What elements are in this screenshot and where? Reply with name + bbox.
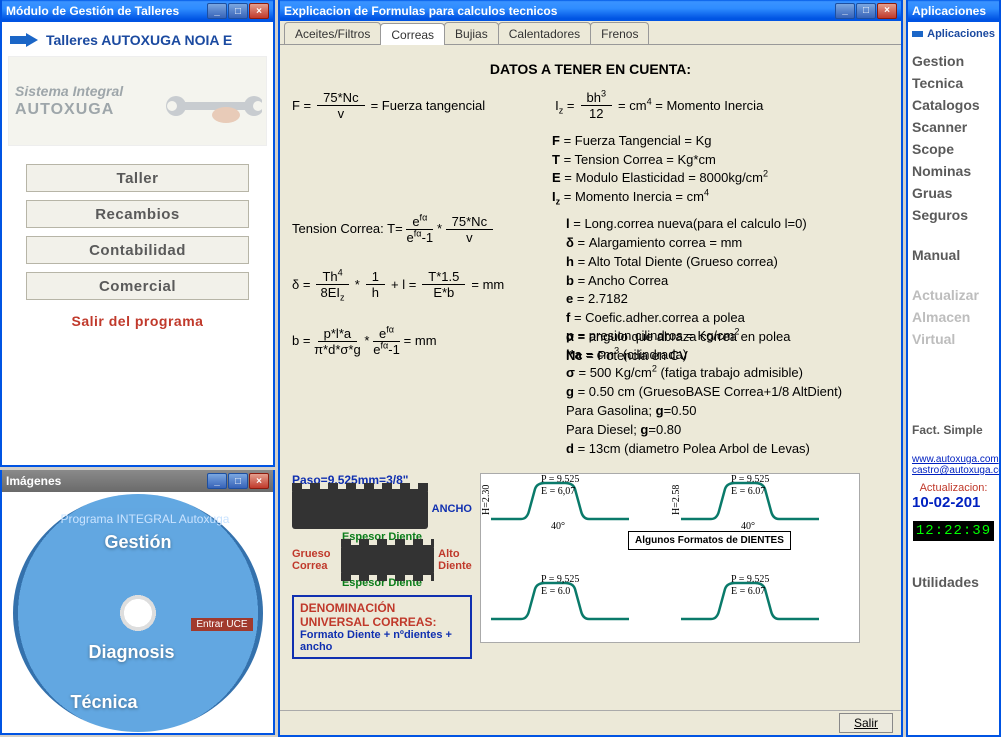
svg-text:H=2.30: H=2.30 xyxy=(481,484,492,514)
svg-text:P = 9.525: P = 9.525 xyxy=(541,474,579,485)
menu-taller[interactable]: Taller xyxy=(26,164,249,192)
belt-profile-2 xyxy=(341,545,434,575)
salir-button[interactable]: Salir xyxy=(839,713,893,733)
tab-correas[interactable]: Correas xyxy=(380,23,445,45)
minimize-icon[interactable]: _ xyxy=(207,3,227,19)
window-title: Imágenes xyxy=(6,474,207,488)
workshop-module-window: Módulo de Gestión de Talleres _ □ × Tall… xyxy=(0,0,275,467)
close-icon[interactable]: × xyxy=(877,3,897,19)
menu-comercial[interactable]: Comercial xyxy=(26,272,249,300)
definitions-top: F = Fuerza Tangencial = Kg T = Tension C… xyxy=(552,132,889,207)
app-gruas[interactable]: Gruas xyxy=(912,182,995,204)
belt-diagram-section: Paso=9,525mm=3/8" ANCHO Espesor Diente G… xyxy=(292,473,889,659)
app-scanner[interactable]: Scanner xyxy=(912,116,995,138)
titlebar[interactable]: Aplicaciones xyxy=(908,0,999,22)
titlebar[interactable]: Módulo de Gestión de Talleres _ □ × xyxy=(2,0,273,22)
titlebar[interactable]: Imágenes _ □ × xyxy=(2,470,273,492)
app-utilidades[interactable]: Utilidades xyxy=(912,571,995,593)
svg-text:E = 6,07: E = 6,07 xyxy=(541,486,575,497)
apps-header: Aplicaciones xyxy=(912,28,995,40)
app-list: Gestion Tecnica Catalogos Scanner Scope … xyxy=(912,50,995,593)
tab-frenos[interactable]: Frenos xyxy=(590,22,649,44)
app-seguros[interactable]: Seguros xyxy=(912,204,995,226)
images-window: Imágenes _ □ × Programa INTEGRAL Autoxug… xyxy=(0,470,275,735)
app-gestion[interactable]: Gestion xyxy=(912,50,995,72)
svg-text:P = 9.525: P = 9.525 xyxy=(731,474,769,485)
menu-contabilidad[interactable]: Contabilidad xyxy=(26,236,249,264)
workshop-header: Talleres AUTOXUGA NOIA E xyxy=(8,28,267,56)
maximize-icon[interactable]: □ xyxy=(856,3,876,19)
b-formula-row: b = p*l*aπ*d*σ*g * efαefα-1 = mm p = pre… xyxy=(292,327,889,459)
update-label: Actualizacion: xyxy=(912,482,995,494)
titlebar[interactable]: Explicacion de Formulas para calculos te… xyxy=(280,0,901,21)
menu-recambios[interactable]: Recambios xyxy=(26,200,249,228)
bottom-bar: Salir xyxy=(280,710,901,735)
maximize-icon[interactable]: □ xyxy=(228,473,248,489)
svg-text:H=2.58: H=2.58 xyxy=(671,484,682,514)
menu-exit[interactable]: Salir del programa xyxy=(26,308,249,336)
link-email[interactable]: castro@autoxuga.com xyxy=(912,465,995,476)
svg-text:P = 9.525: P = 9.525 xyxy=(731,574,769,585)
app-manual[interactable]: Manual xyxy=(912,244,995,266)
belt-profile-1 xyxy=(292,489,428,529)
wrench-icon xyxy=(166,89,262,123)
app-tecnica[interactable]: Tecnica xyxy=(912,72,995,94)
formulas-window: Explicacion de Formulas para calculos te… xyxy=(278,0,903,737)
content-area: DATOS A TENER EN CUENTA: F = 75*Ncv = Fu… xyxy=(280,45,901,710)
window-title: Módulo de Gestión de Talleres xyxy=(6,4,207,18)
svg-text:40°: 40° xyxy=(551,521,565,532)
denomination-box: DENOMINACIÓN UNIVERSAL CORREAS: Formato … xyxy=(292,595,472,659)
app-nominas[interactable]: Nominas xyxy=(912,160,995,182)
svg-text:E = 6.0: E = 6.0 xyxy=(541,586,570,597)
formula-force-inertia: F = 75*Ncv = Fuerza tangencial Iz = bh31… xyxy=(292,91,889,120)
tabbar: Aceites/Filtros Correas Bujias Calentado… xyxy=(280,21,901,44)
app-scope[interactable]: Scope xyxy=(912,138,995,160)
link-web[interactable]: www.autoxuga.com xyxy=(912,454,995,465)
window-title: Aplicaciones xyxy=(912,4,995,18)
app-almacen: Almacen xyxy=(912,306,995,328)
svg-text:E = 6.07: E = 6.07 xyxy=(731,586,765,597)
section-heading: DATOS A TENER EN CUENTA: xyxy=(292,53,889,91)
clock-display: 12:22:39 xyxy=(913,521,994,541)
tab-aceites[interactable]: Aceites/Filtros xyxy=(284,22,381,44)
cd-image: Programa INTEGRAL Autoxuga Gestión Diagn… xyxy=(13,494,263,732)
minimize-icon[interactable]: _ xyxy=(835,3,855,19)
minimize-icon[interactable]: _ xyxy=(207,473,227,489)
window-title: Explicacion de Formulas para calculos te… xyxy=(284,4,835,18)
svg-text:E = 6.07: E = 6.07 xyxy=(731,486,765,497)
tab-bujias[interactable]: Bujias xyxy=(444,22,499,44)
app-virtual: Virtual xyxy=(912,328,995,350)
arrow-right-icon xyxy=(912,29,923,39)
applications-window: Aplicaciones Aplicaciones Gestion Tecnic… xyxy=(906,0,1001,737)
update-date: 10-02-201 xyxy=(912,494,995,511)
tooth-formats-label: Algunos Formatos de DIENTES xyxy=(628,531,791,550)
close-icon[interactable]: × xyxy=(249,473,269,489)
left-menu: Taller Recambios Contabilidad Comercial … xyxy=(8,164,267,336)
app-actualizar: Actualizar xyxy=(912,284,995,306)
brand-panel: Sistema Integral AUTOXUGA xyxy=(8,56,267,146)
svg-text:P = 9,525: P = 9,525 xyxy=(541,574,579,585)
arrow-right-icon xyxy=(10,33,38,47)
tooth-profiles-chart: P = 9.525 E = 6,07 H=2.30 40° P = 9.525 … xyxy=(480,473,860,643)
app-catalogos[interactable]: Catalogos xyxy=(912,94,995,116)
maximize-icon[interactable]: □ xyxy=(228,3,248,19)
definitions-bottom: p = presion cilindros = Kg/cm2 l*a = cm3… xyxy=(566,327,842,459)
tab-calentadores[interactable]: Calentadores xyxy=(498,22,591,44)
close-icon[interactable]: × xyxy=(249,3,269,19)
fact-simple[interactable]: Fact. Simple xyxy=(912,420,995,440)
